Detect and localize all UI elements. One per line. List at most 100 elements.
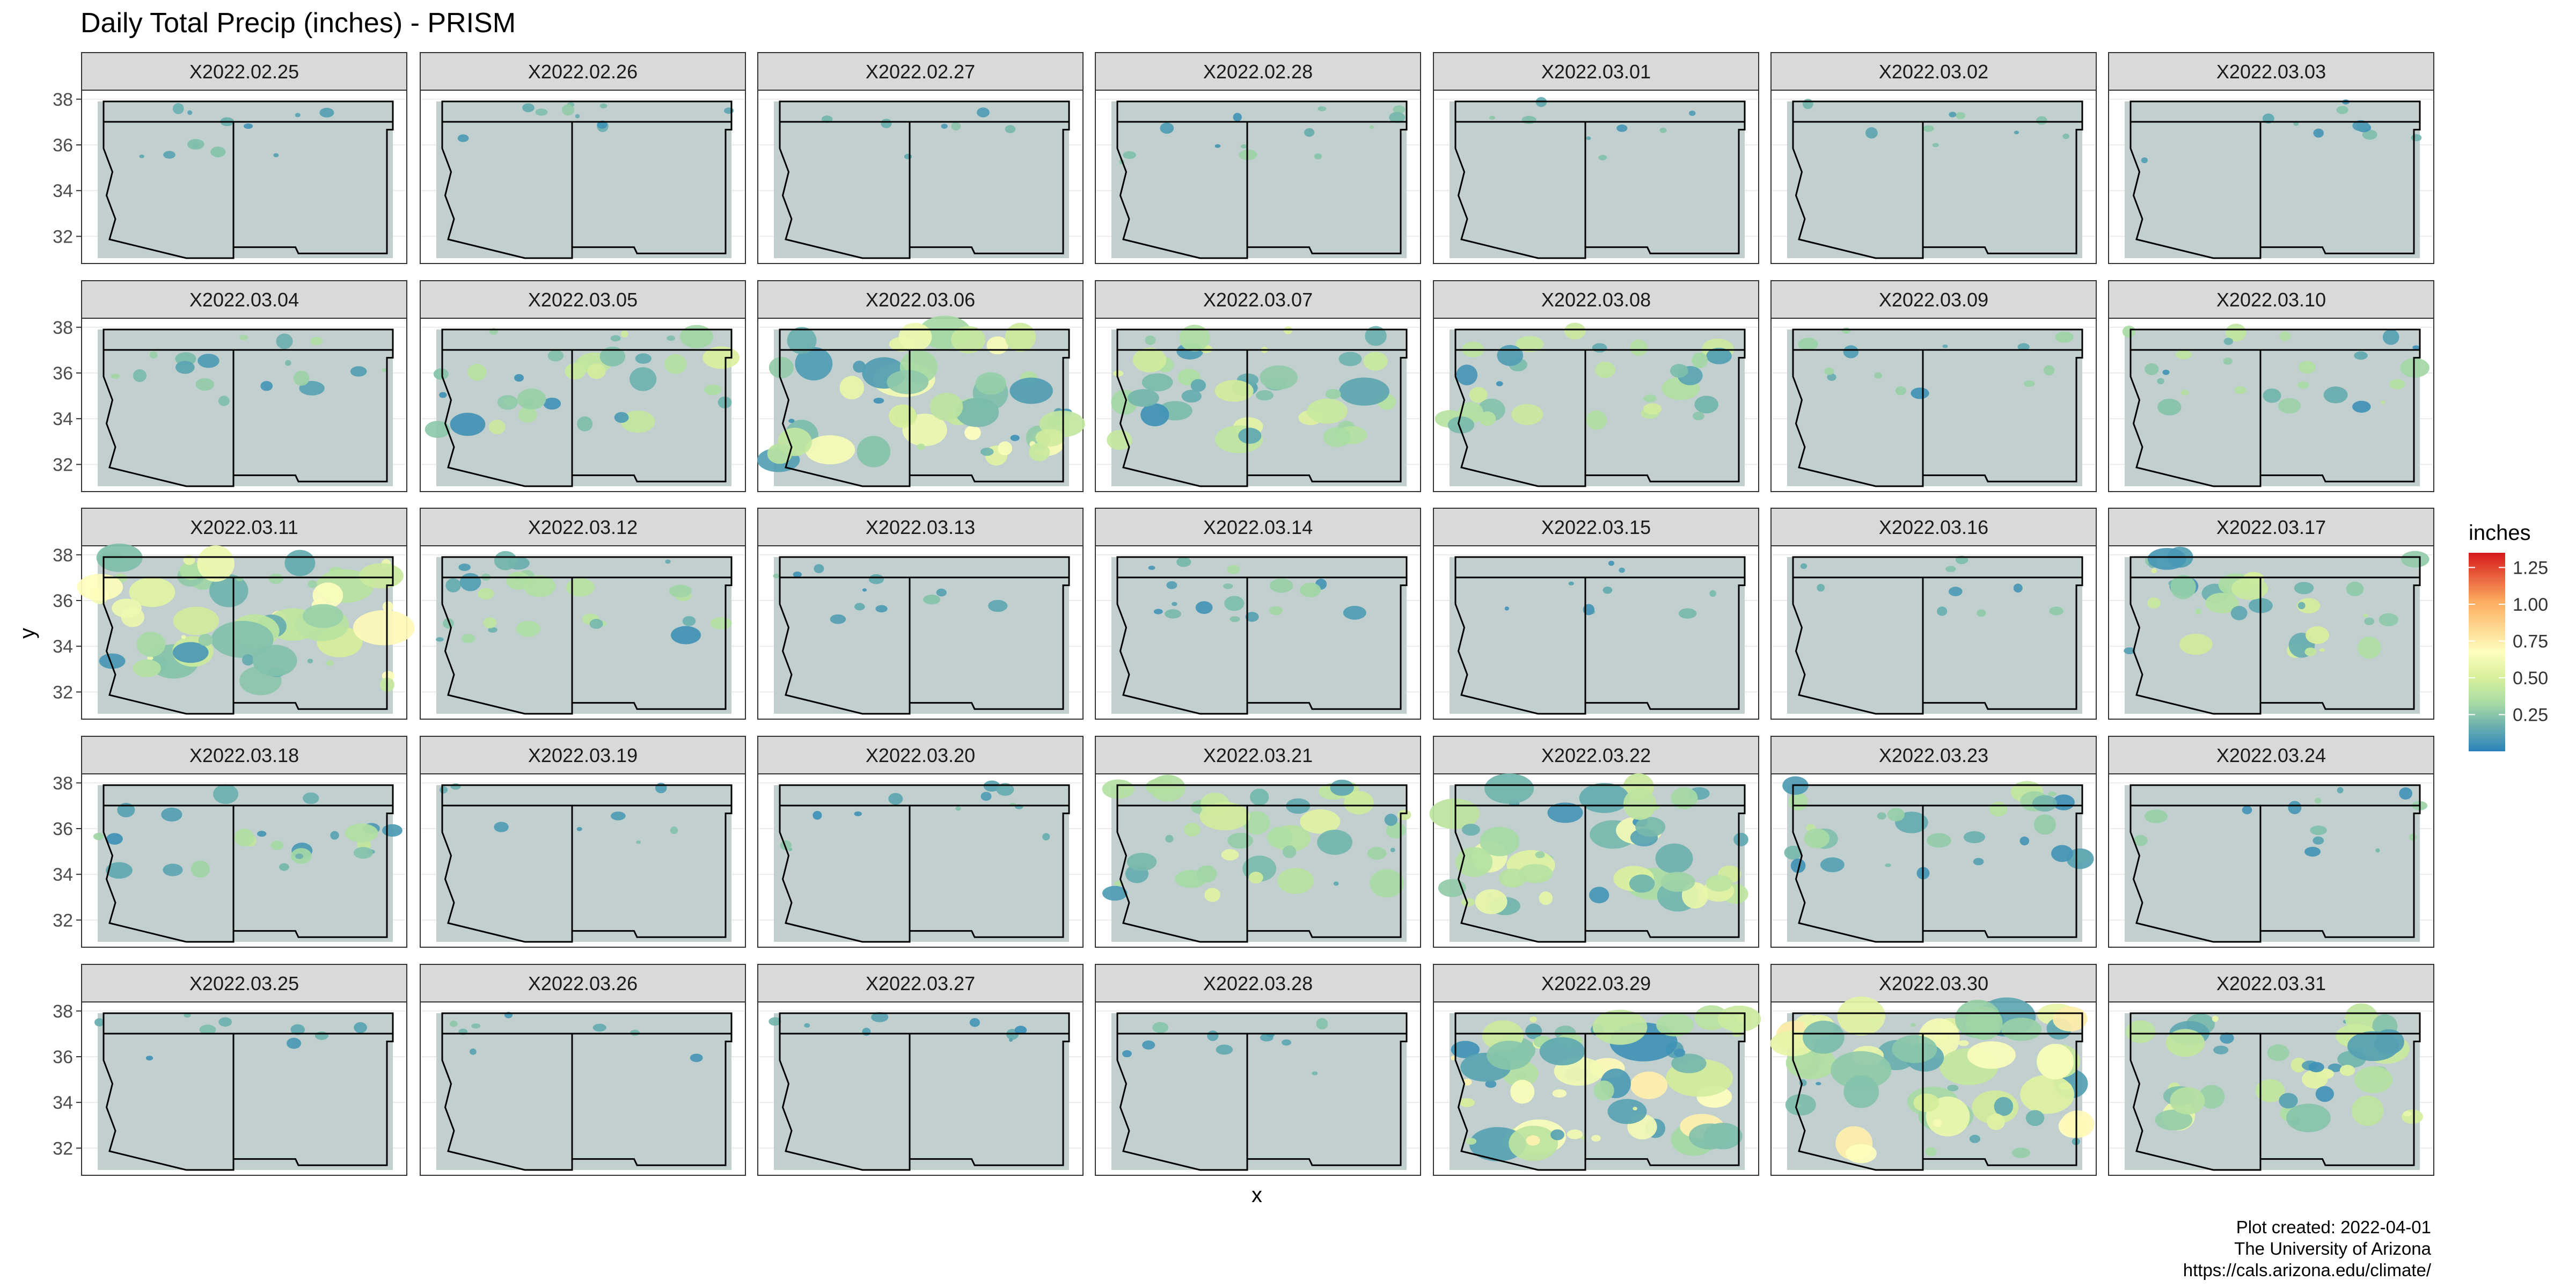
precip-cell: [1227, 565, 1240, 574]
precip-cell: [1451, 1041, 1480, 1058]
precip-cell: [310, 336, 323, 345]
precip-cell: [1539, 891, 1553, 905]
state-border: [441, 328, 733, 487]
precip-cell: [1339, 377, 1389, 406]
precip-cell: [2409, 833, 2417, 841]
raster-background: [1450, 557, 1745, 714]
state-border: [441, 556, 733, 715]
precip-cell: [2379, 613, 2398, 627]
precip-cell: [1790, 858, 1806, 873]
precip-cell: [2176, 350, 2192, 360]
precip-cell: [2315, 1086, 2334, 1102]
precip-cell: [471, 1023, 481, 1029]
raster-background: [774, 1013, 1069, 1170]
precip-cell: [252, 645, 297, 677]
precip-cell: [1150, 774, 1185, 802]
precip-cell: [2364, 617, 2375, 625]
precip-cell: [2362, 129, 2377, 140]
facet-strip-label: X2022.03.12: [528, 516, 638, 538]
precip-cell: [1204, 888, 1220, 902]
precip-cell: [888, 793, 903, 805]
precip-cell: [2319, 648, 2325, 652]
precip-cell: [2062, 133, 2069, 140]
y-axis-label: y: [16, 628, 39, 639]
precip-cell: [854, 811, 862, 816]
state-border: [1454, 784, 1746, 943]
precip-cell: [1925, 1147, 1937, 1157]
precip-cell: [458, 564, 471, 571]
precip-cell: [2032, 795, 2057, 812]
facet-strip-label: X2022.02.27: [866, 61, 975, 83]
precip-cell: [1165, 609, 1182, 619]
precip-cell: [1948, 587, 1963, 596]
precip-cell: [1141, 373, 1173, 392]
precip-cell: [2043, 365, 2055, 376]
precip-cell: [1567, 1129, 1583, 1139]
facet-strip: [420, 964, 746, 1002]
precip-cell: [1181, 390, 1202, 403]
precip-cell: [2231, 577, 2268, 600]
facet-strip: [420, 736, 746, 774]
precip-cell: [1393, 105, 1406, 114]
precip-cell: [1269, 578, 1293, 593]
precip-cell: [133, 369, 147, 382]
state-border: [1454, 328, 1746, 487]
precip-cell: [1459, 1098, 1475, 1108]
precip-cell: [1260, 365, 1298, 390]
precip-cell: [284, 550, 316, 576]
precip-cell: [1706, 875, 1733, 892]
precip-cell: [195, 378, 214, 391]
precip-cell: [773, 573, 780, 579]
precip-cell: [1671, 1053, 1707, 1073]
precip-cell: [2354, 1066, 2393, 1093]
precip-cell: [2347, 1031, 2399, 1062]
state-border: [1792, 784, 2083, 943]
facet-panel: X2022.03.04 38 36 34 32: [53, 280, 407, 492]
precip-cell: [2312, 836, 2324, 845]
facet-strip-label: X2022.03.18: [189, 744, 299, 766]
precip-cell: [1128, 389, 1159, 407]
precip-cell: [2297, 602, 2306, 610]
precip-cell: [187, 110, 193, 115]
precip-cell: [980, 448, 994, 456]
precip-cell: [1009, 1038, 1013, 1042]
precip-cell: [1438, 879, 1466, 897]
facet-panel: X2022.03.12: [420, 508, 746, 720]
precip-cell: [2352, 400, 2371, 413]
precip-cell: [2181, 390, 2189, 396]
precip-cell: [1989, 801, 2008, 817]
precip-cell: [630, 1029, 640, 1036]
precip-cell: [2011, 1147, 2030, 1158]
precip-cell: [936, 588, 947, 597]
precip-cell: [630, 367, 657, 391]
legend-tick-label: 0.25: [2513, 705, 2548, 725]
precip-cell: [1831, 1051, 1892, 1089]
precip-cell: [2122, 325, 2136, 338]
state-border: [1454, 556, 1746, 715]
precip-cell: [209, 574, 248, 608]
facet-panels: X2022.02.25 38 36 34 32 X2022.02.26 X2022.02.2…: [53, 52, 2434, 1176]
precip-cell: [516, 620, 540, 637]
facet-strip-label: X2022.03.02: [1879, 61, 1988, 83]
precip-cell: [767, 443, 793, 464]
precip-cell: [2133, 835, 2148, 846]
caption-line-1: Plot created: 2022-04-01: [2236, 1217, 2431, 1237]
facet-strip-label: X2022.03.20: [866, 744, 975, 766]
precip-cell: [2306, 626, 2329, 644]
precip-cell: [1455, 847, 1493, 877]
facet-strip-label: X2022.03.01: [1541, 61, 1651, 83]
facet-strip: [1770, 280, 2097, 319]
precip-cell: [670, 826, 678, 835]
precip-cell: [1504, 606, 1509, 611]
precip-cell: [1798, 338, 1818, 351]
precip-cell: [1623, 788, 1657, 820]
precip-cell: [1817, 583, 1825, 592]
precip-cell: [1592, 1009, 1648, 1045]
precip-cell: [636, 840, 641, 844]
precip-cell: [724, 107, 734, 114]
precip-cell: [1223, 583, 1233, 589]
precip-cell: [1942, 345, 1948, 348]
precip-cell: [1692, 352, 1708, 368]
precip-cell: [163, 863, 183, 876]
precip-cell: [1304, 128, 1315, 137]
